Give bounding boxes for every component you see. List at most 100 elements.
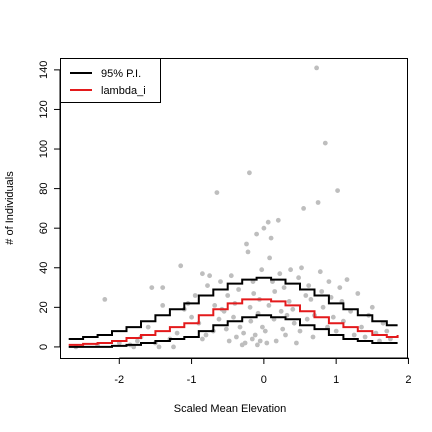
pi-upper-line (68, 276, 398, 340)
data-point (214, 190, 220, 196)
data-point (306, 283, 312, 288)
data-point (226, 338, 232, 344)
data-point (330, 314, 336, 320)
data-point (156, 344, 162, 350)
data-point (236, 287, 242, 292)
curves (68, 276, 399, 348)
data-point (296, 275, 301, 281)
y-tick-label: 140 (38, 61, 50, 79)
data-point (216, 316, 222, 322)
data-point (310, 334, 316, 340)
data-point (248, 318, 254, 324)
y-tick-label: 0 (38, 344, 50, 350)
legend: 95% P.I. lambda_i (60, 58, 161, 103)
lambda-line (68, 298, 399, 346)
data-point (228, 273, 234, 279)
data-point (275, 217, 281, 223)
data-point (160, 285, 166, 290)
legend-label-lambda: lambda_i (101, 85, 146, 97)
data-point (251, 291, 257, 296)
data-point (178, 263, 184, 269)
data-point (252, 332, 258, 338)
x-tick-label: 0 (261, 374, 267, 386)
y-axis: 0 20 40 60 80 100 120 140 (38, 61, 61, 350)
data-point (160, 303, 166, 308)
pi-lower-line (68, 314, 398, 348)
data-point (205, 283, 210, 288)
data-point (297, 328, 303, 334)
data-point (200, 271, 205, 277)
legend-box (60, 58, 161, 103)
y-tick-label: 20 (38, 301, 50, 313)
data-point (192, 293, 198, 298)
data-point (189, 314, 195, 320)
data-point (319, 289, 325, 294)
data-point (278, 308, 284, 314)
data-point (301, 206, 306, 211)
scatter-points (73, 65, 393, 350)
data-point (369, 304, 375, 310)
data-point (261, 225, 267, 231)
data-point (135, 338, 140, 344)
data-point (267, 255, 272, 261)
data-point (280, 326, 286, 332)
data-point (234, 334, 239, 340)
data-point (344, 277, 350, 282)
data-point (314, 65, 319, 71)
data-point (265, 219, 271, 225)
y-tick-label: 120 (38, 100, 50, 118)
y-tick-label: 100 (38, 140, 50, 158)
data-point (359, 324, 364, 330)
data-point (328, 295, 334, 300)
data-point (237, 324, 243, 330)
data-point (351, 332, 357, 338)
data-point (247, 170, 252, 176)
data-point (225, 293, 231, 298)
data-point (272, 289, 278, 294)
x-axis-title: Scaled Mean Elevation (174, 403, 287, 415)
data-point (355, 291, 361, 296)
data-point (362, 334, 368, 340)
data-point (264, 340, 270, 346)
data-point (268, 235, 274, 241)
data-point (207, 273, 213, 279)
data-point (254, 231, 259, 237)
data-point (241, 330, 247, 336)
data-point (145, 324, 151, 330)
x-tick-label: 2 (405, 374, 411, 386)
data-point (260, 324, 265, 330)
data-point (290, 306, 296, 312)
y-tick-label: 60 (38, 222, 50, 234)
data-point (200, 336, 205, 342)
data-point (247, 304, 253, 310)
x-tick-label: 1 (333, 374, 339, 386)
data-point (320, 304, 326, 310)
legend-label-pi: 95% P.I. (101, 68, 141, 80)
data-point (149, 285, 155, 290)
data-point (384, 328, 390, 334)
data-point (223, 326, 229, 332)
data-point (315, 200, 321, 205)
data-point (273, 338, 279, 344)
data-point (277, 271, 283, 277)
data-point (291, 320, 297, 326)
data-point (288, 267, 293, 273)
y-tick-label: 80 (38, 182, 50, 194)
x-tick-label: -1 (187, 374, 197, 386)
data-point (286, 299, 292, 304)
data-point (294, 340, 299, 346)
data-point (335, 188, 340, 194)
data-point (255, 342, 260, 348)
data-point (218, 279, 223, 284)
data-point (249, 336, 255, 342)
data-point (212, 303, 218, 308)
data-point (259, 267, 265, 273)
x-tick-label: -2 (114, 374, 124, 386)
data-point (304, 316, 310, 322)
y-axis-title: # of Individuals (4, 171, 16, 245)
data-point (102, 297, 108, 302)
data-point (303, 293, 309, 298)
data-point (203, 332, 209, 338)
data-point (322, 140, 328, 146)
